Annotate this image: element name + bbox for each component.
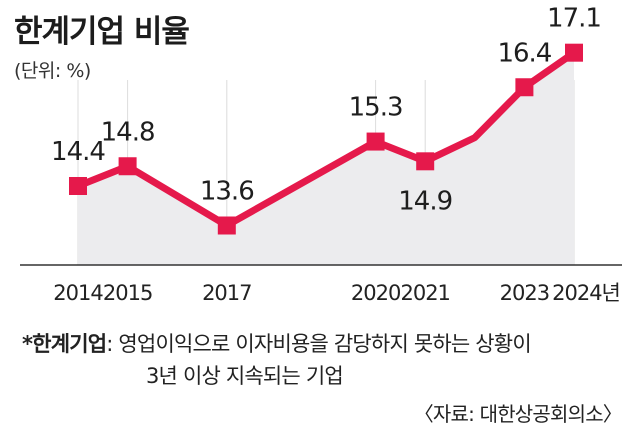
chart-title: 한계기업 비율 <box>14 14 190 50</box>
data-label-2024: 17.1 <box>547 4 601 34</box>
data-point-2014 <box>69 177 87 195</box>
x-tick-label-2020: 2020 <box>351 281 400 305</box>
x-tick-label-2015: 2015 <box>103 281 152 305</box>
data-point-2017 <box>217 216 236 235</box>
source-label: 〈자료: 대한상공회의소〉 <box>413 402 623 426</box>
footnote-definition-line2: 3년 이상 지속되는 기업 <box>146 364 344 388</box>
x-tick-label-2021: 2021 <box>400 281 449 305</box>
data-point-2024 <box>565 43 583 62</box>
data-point-2020 <box>366 132 385 151</box>
data-point-2021 <box>416 152 435 171</box>
x-tick-label-2017: 2017 <box>202 281 251 305</box>
data-label-2021: 14.9 <box>398 186 452 216</box>
x-tick-label-2024: 2024년 <box>552 281 620 305</box>
footnote-definition: : 영업이익으로 이자비용을 감당하지 못하는 상황이 <box>106 332 531 356</box>
x-tick-label-2023: 2023 <box>500 281 549 305</box>
unit-label: (단위: %) <box>14 60 91 82</box>
line-chart: 14.414.8 13.6 15.3 14.9 16.4 17.1 2014 2015 201… <box>20 4 622 305</box>
data-label-2015: 14.8 <box>101 117 155 147</box>
data-label-2017: 13.6 <box>200 177 254 207</box>
footnote-term: *한계기업 <box>22 332 107 356</box>
x-tick-label-2014: 2014 <box>53 281 103 305</box>
data-point-2015 <box>118 157 137 176</box>
area-fill <box>78 52 574 266</box>
data-label-2014: 14.4 <box>51 137 105 167</box>
footnote: *한계기업: 영업이익으로 이자비용을 감당하지 못하는 상황이 <box>22 328 532 360</box>
data-point-2023 <box>515 78 534 97</box>
data-label-2020: 15.3 <box>349 93 403 123</box>
data-label-2023: 16.4 <box>497 38 551 68</box>
